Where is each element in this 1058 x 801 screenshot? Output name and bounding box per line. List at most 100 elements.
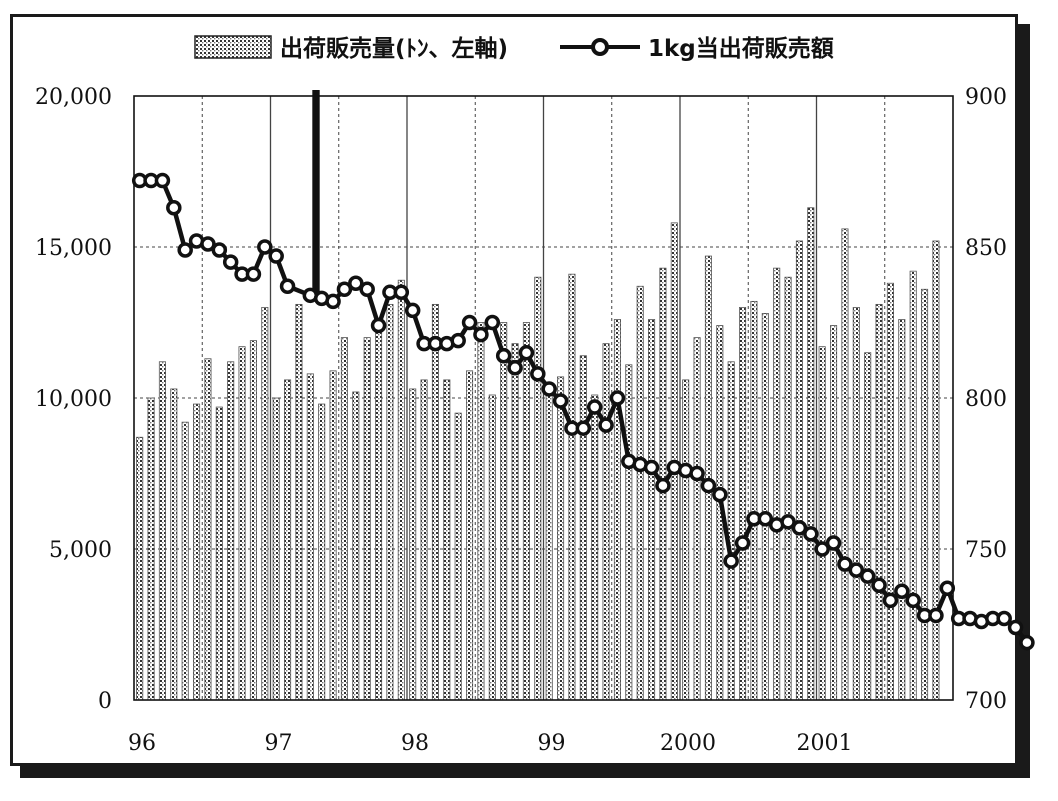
bar xyxy=(170,388,178,701)
line-point xyxy=(575,420,592,436)
bar xyxy=(488,394,496,701)
bar xyxy=(477,322,485,701)
bar xyxy=(352,391,360,701)
plot-border xyxy=(133,95,954,701)
bar xyxy=(181,421,189,701)
x-tick-label: 96 xyxy=(128,731,156,756)
line-point xyxy=(552,393,569,409)
line-point xyxy=(825,535,842,551)
bar xyxy=(158,361,166,701)
line-point xyxy=(200,236,216,252)
legend-bar-swatch xyxy=(194,35,272,59)
left-tick-label: 20,000 xyxy=(35,85,112,110)
line-point xyxy=(734,535,751,551)
line-point xyxy=(1007,619,1024,636)
legend-line-label: 1kg当出荷販売額 xyxy=(648,35,834,62)
bar xyxy=(864,352,872,701)
right-tick-label: 900 xyxy=(965,85,1007,110)
bar xyxy=(261,306,269,701)
bar xyxy=(795,240,803,701)
bar xyxy=(750,300,758,701)
bar xyxy=(852,306,860,701)
bar xyxy=(807,207,815,701)
axes xyxy=(133,95,954,701)
bar xyxy=(454,412,462,701)
bar xyxy=(340,337,348,701)
line-point xyxy=(245,266,262,282)
line-point xyxy=(1019,634,1035,651)
line-point xyxy=(814,541,830,557)
line-point xyxy=(689,465,705,482)
line-point xyxy=(473,326,489,343)
line-path xyxy=(139,178,312,298)
bar xyxy=(409,388,417,701)
bar xyxy=(602,343,610,701)
line-point xyxy=(780,514,796,530)
bar xyxy=(784,276,792,701)
bar xyxy=(204,358,212,701)
line-point xyxy=(154,172,171,189)
x-tick-label: 2000 xyxy=(660,731,716,756)
bar xyxy=(557,376,565,701)
line-point xyxy=(257,239,273,255)
x-tick-label: 97 xyxy=(265,731,293,756)
bar xyxy=(648,319,656,701)
line-series xyxy=(131,90,1035,651)
line-point xyxy=(837,556,853,572)
line-point xyxy=(166,199,182,216)
line-point xyxy=(325,293,341,310)
bar xyxy=(921,288,929,701)
left-tick-label: 5,000 xyxy=(49,538,112,563)
bar xyxy=(306,373,314,701)
line-point xyxy=(484,314,501,331)
bar xyxy=(147,397,155,701)
bar xyxy=(932,240,940,701)
bar xyxy=(375,319,383,701)
bar xyxy=(420,379,428,701)
line-point xyxy=(222,254,239,270)
bar xyxy=(898,319,906,701)
line-point xyxy=(871,577,887,593)
bar xyxy=(534,276,542,701)
line-point xyxy=(461,314,478,331)
x-tick-label: 98 xyxy=(401,731,429,756)
left-tick-label: 15,000 xyxy=(35,236,112,261)
line-point xyxy=(655,477,671,494)
legend-bar-label: 出荷販売量(ﾄﾝ、左軸) xyxy=(280,36,508,62)
bar xyxy=(739,306,747,701)
bar xyxy=(841,228,849,701)
line-point xyxy=(370,317,387,334)
bar xyxy=(443,379,451,701)
bar xyxy=(591,394,599,701)
bar xyxy=(773,267,781,701)
line-point xyxy=(404,302,421,319)
bar xyxy=(886,282,894,701)
line-point xyxy=(586,399,603,415)
line-point xyxy=(393,284,410,301)
line-point xyxy=(177,242,193,258)
line-point xyxy=(996,610,1012,627)
bar xyxy=(568,273,576,701)
bar xyxy=(579,355,587,701)
bar xyxy=(500,322,508,701)
line-point xyxy=(803,526,819,542)
line-point xyxy=(700,477,717,494)
line-point xyxy=(450,332,466,349)
bar xyxy=(522,322,530,701)
x-tick-label: 2001 xyxy=(797,731,853,756)
line-point xyxy=(791,520,808,536)
line-point xyxy=(882,592,899,609)
bar xyxy=(909,270,917,701)
line-point xyxy=(518,344,535,361)
line-point xyxy=(211,242,228,258)
line-point xyxy=(279,278,296,295)
right-tick-label: 700 xyxy=(965,689,1007,714)
line-point xyxy=(530,366,546,382)
line-point xyxy=(541,381,557,397)
bar xyxy=(238,346,246,701)
line-point xyxy=(348,275,364,291)
line-point xyxy=(507,360,523,376)
bar xyxy=(284,379,292,701)
bar xyxy=(693,337,701,701)
